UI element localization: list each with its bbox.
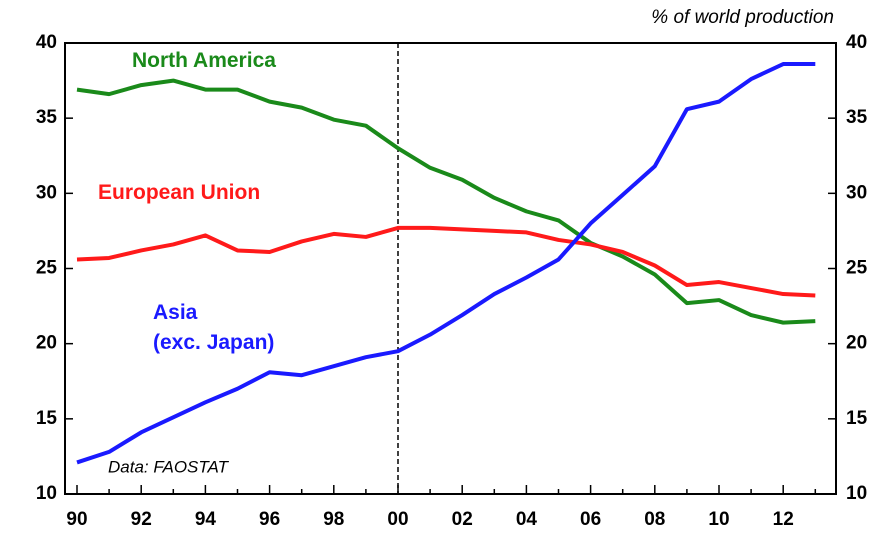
x-tick-label: 08 <box>644 509 665 530</box>
x-tick-label: 00 <box>387 509 408 530</box>
x-tick-label: 92 <box>131 509 152 530</box>
x-tick-label: 90 <box>66 509 87 530</box>
series-line <box>76 62 816 465</box>
x-tick-label: 94 <box>195 509 217 530</box>
y2-tick-label: 40 <box>846 32 867 53</box>
plot-frame <box>64 42 837 495</box>
y2-tick-label: 20 <box>846 333 867 354</box>
x-tick-label: 12 <box>773 509 794 530</box>
series-line <box>76 78 816 325</box>
source-note: Data: FAOSTAT <box>108 457 230 476</box>
y-tick-label: 30 <box>36 182 57 203</box>
y2-tick-label: 35 <box>846 107 868 128</box>
x-tick-label: 06 <box>580 509 601 530</box>
series-line <box>76 225 816 298</box>
series-label: European Union <box>98 181 261 204</box>
y2-tick-label: 10 <box>846 483 867 504</box>
series-label: Asia (exc. Japan) <box>153 301 275 354</box>
subtitle: % of world production <box>651 7 834 28</box>
x-tick-label: 98 <box>323 509 344 530</box>
y-tick-label: 10 <box>36 483 57 504</box>
x-tick-label: 10 <box>708 509 729 530</box>
y2-tick-label: 25 <box>846 258 868 279</box>
series-label: North America <box>132 49 276 72</box>
y2-tick-label: 15 <box>846 408 868 429</box>
y-tick-label: 25 <box>36 258 58 279</box>
x-tick-label: 02 <box>452 509 473 530</box>
x-tick-label: 96 <box>259 509 280 530</box>
y2-tick-label: 30 <box>846 182 867 203</box>
y-tick-label: 15 <box>36 408 58 429</box>
y-tick-label: 35 <box>36 107 58 128</box>
y-tick-label: 20 <box>36 333 57 354</box>
y-tick-label: 40 <box>36 32 57 53</box>
x-tick-label: 04 <box>516 509 538 530</box>
